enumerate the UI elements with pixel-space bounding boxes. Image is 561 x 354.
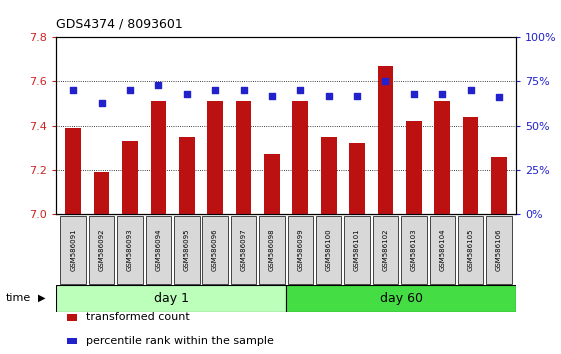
Bar: [321, 137, 337, 214]
Text: time: time: [6, 293, 31, 303]
Point: [210, 87, 219, 93]
Bar: [463, 117, 479, 214]
FancyBboxPatch shape: [117, 216, 142, 284]
Point: [182, 91, 191, 97]
Point: [239, 87, 248, 93]
FancyBboxPatch shape: [288, 216, 313, 284]
Text: GSM586106: GSM586106: [496, 228, 502, 271]
Text: GSM586092: GSM586092: [99, 228, 104, 271]
Text: GSM586095: GSM586095: [183, 228, 190, 271]
FancyBboxPatch shape: [174, 216, 200, 284]
Bar: [94, 172, 109, 214]
FancyBboxPatch shape: [458, 216, 484, 284]
Point: [495, 95, 504, 100]
FancyBboxPatch shape: [430, 216, 455, 284]
Text: GSM586093: GSM586093: [127, 228, 133, 271]
FancyBboxPatch shape: [259, 216, 284, 284]
Text: percentile rank within the sample: percentile rank within the sample: [86, 336, 274, 346]
FancyBboxPatch shape: [89, 216, 114, 284]
Text: GSM586099: GSM586099: [297, 228, 304, 271]
Point: [410, 91, 419, 97]
Point: [126, 87, 135, 93]
FancyBboxPatch shape: [286, 285, 516, 312]
FancyBboxPatch shape: [145, 216, 171, 284]
Text: GSM586101: GSM586101: [354, 228, 360, 271]
Bar: [350, 143, 365, 214]
FancyBboxPatch shape: [401, 216, 427, 284]
Text: GSM586100: GSM586100: [326, 228, 332, 271]
Text: GSM586096: GSM586096: [212, 228, 218, 271]
Bar: [378, 66, 393, 214]
FancyBboxPatch shape: [231, 216, 256, 284]
Bar: [264, 154, 280, 214]
Text: transformed count: transformed count: [86, 312, 190, 322]
FancyBboxPatch shape: [344, 216, 370, 284]
Text: GSM586104: GSM586104: [439, 228, 445, 271]
Point: [97, 100, 106, 105]
Point: [268, 93, 277, 98]
Point: [68, 87, 77, 93]
Point: [296, 87, 305, 93]
Bar: [491, 157, 507, 214]
Text: day 1: day 1: [154, 292, 188, 305]
Text: GSM586098: GSM586098: [269, 228, 275, 271]
FancyBboxPatch shape: [56, 285, 286, 312]
Text: GSM586105: GSM586105: [468, 228, 473, 271]
Text: GSM586097: GSM586097: [241, 228, 246, 271]
Point: [438, 91, 447, 97]
Bar: [292, 101, 308, 214]
Point: [324, 93, 333, 98]
Bar: [406, 121, 422, 214]
Text: GDS4374 / 8093601: GDS4374 / 8093601: [56, 17, 183, 30]
Text: GSM586103: GSM586103: [411, 228, 417, 271]
Bar: [122, 141, 138, 214]
Point: [154, 82, 163, 88]
Bar: [65, 128, 81, 214]
FancyBboxPatch shape: [373, 216, 398, 284]
Bar: [179, 137, 195, 214]
Point: [353, 93, 362, 98]
Bar: [236, 101, 251, 214]
FancyBboxPatch shape: [61, 216, 86, 284]
FancyBboxPatch shape: [486, 216, 512, 284]
Text: GSM586102: GSM586102: [383, 228, 389, 271]
FancyBboxPatch shape: [203, 216, 228, 284]
Text: GSM586094: GSM586094: [155, 228, 162, 271]
FancyBboxPatch shape: [316, 216, 342, 284]
Point: [381, 79, 390, 84]
Text: ▶: ▶: [38, 293, 45, 303]
Bar: [150, 101, 166, 214]
Bar: [208, 101, 223, 214]
Text: day 60: day 60: [380, 292, 422, 305]
Bar: [434, 101, 450, 214]
Point: [466, 87, 475, 93]
Text: GSM586091: GSM586091: [70, 228, 76, 271]
